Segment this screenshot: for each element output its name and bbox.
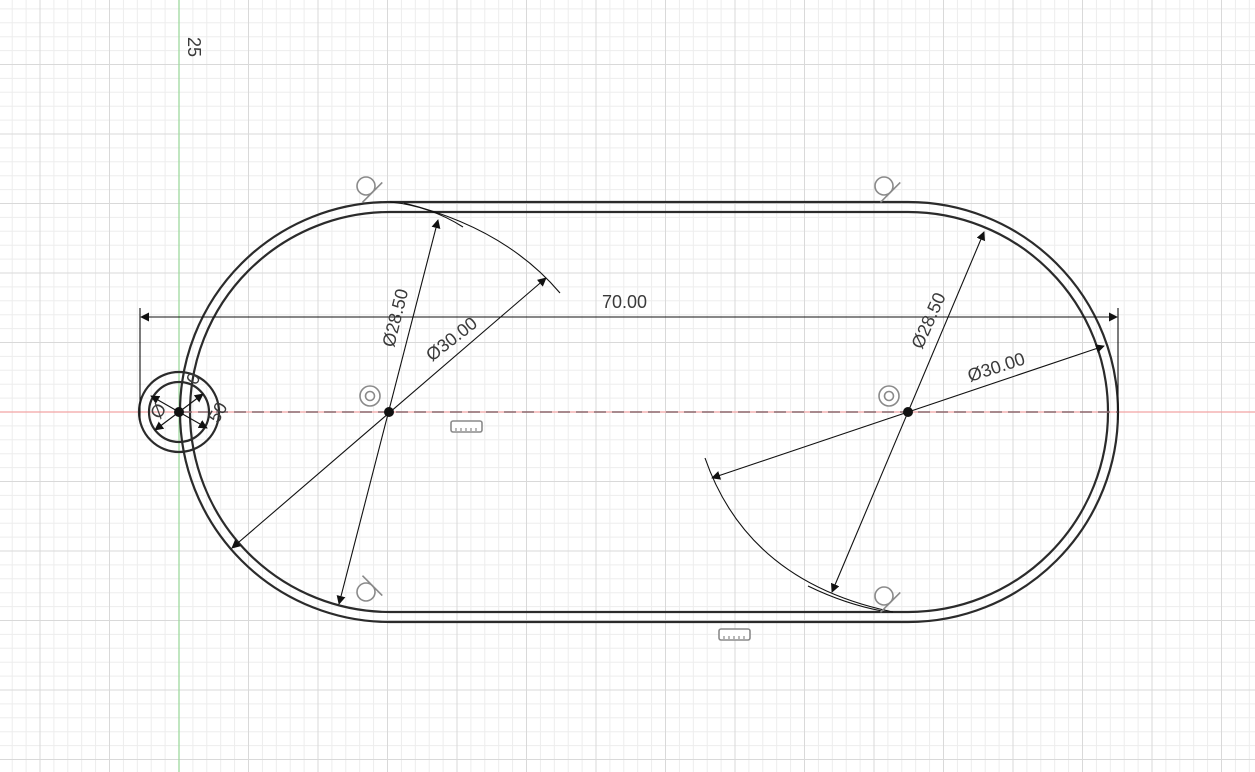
tangent-constraint-icon[interactable]	[868, 170, 901, 203]
slot-outer-profile[interactable]	[178, 200, 1120, 624]
horizontal-constraint-icon[interactable]	[718, 628, 751, 641]
concentric-constraint-icon[interactable]	[359, 385, 381, 407]
right-arc-center-point[interactable]	[903, 407, 913, 417]
tangent-constraint-icon[interactable]	[350, 170, 383, 203]
tangent-constraint-icon[interactable]	[868, 580, 901, 613]
tangent-constraint-icon[interactable]	[350, 575, 383, 609]
left-arc-center-point[interactable]	[384, 407, 394, 417]
slot-inner-profile[interactable]	[188, 210, 1110, 614]
right-inner-diameter-arc	[807, 585, 883, 612]
length-dimension-label[interactable]: 70.00	[602, 292, 647, 312]
left-outer-diameter-arc	[403, 202, 561, 294]
small-hole-center-point[interactable]	[174, 407, 184, 417]
right-outer-diameter-arc	[704, 457, 894, 613]
horizontal-constraint-icon[interactable]	[450, 420, 483, 433]
small-hole-outer-circle[interactable]	[137, 370, 221, 454]
ruler-label: 25	[184, 37, 204, 57]
concentric-constraint-icon[interactable]	[878, 385, 900, 407]
small-hole-inner-circle[interactable]	[147, 380, 211, 444]
